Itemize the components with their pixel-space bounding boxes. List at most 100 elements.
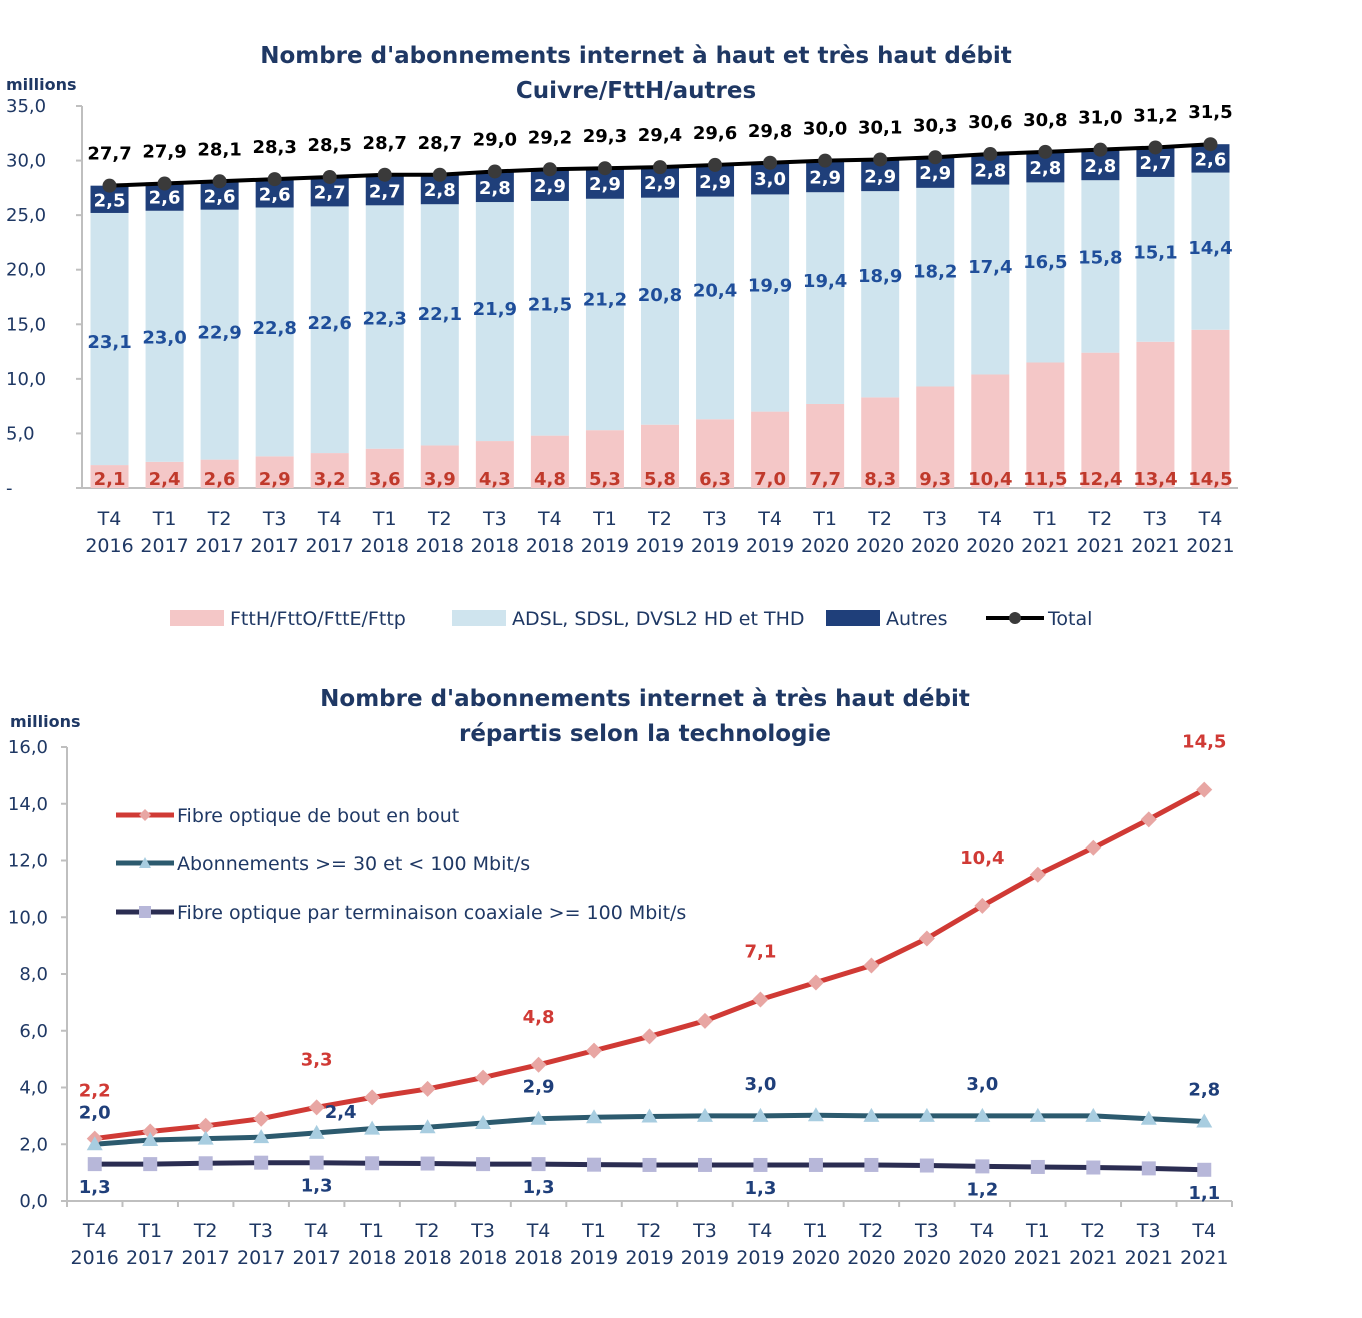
marker-fibre <box>807 974 824 991</box>
marker-fibre <box>419 1080 436 1097</box>
x-tick-quarter: T1 <box>1025 1220 1050 1242</box>
x-tick-year: 2016 <box>85 535 133 557</box>
label-fibre: 3,3 <box>301 1049 333 1070</box>
label-adsl: 18,9 <box>858 266 902 287</box>
label-autres: 2,9 <box>644 173 676 194</box>
label-30-100: 2,9 <box>523 1077 555 1098</box>
y-tick-label: 15,0 <box>6 314 46 335</box>
x-tick-quarter: T2 <box>427 508 452 530</box>
label-ftth: 2,6 <box>204 469 236 490</box>
y-tick-label: 4,0 <box>19 1078 48 1099</box>
bar-ftth <box>916 386 955 488</box>
x-tick-year: 2021 <box>1076 535 1124 557</box>
y-tick-label: 25,0 <box>6 205 46 226</box>
label-autres: 2,9 <box>699 172 731 193</box>
x-tick-year: 2021 <box>1125 1247 1173 1269</box>
legend-label: Abonnements >= 30 et < 100 Mbit/s <box>177 853 530 875</box>
bar-ftth <box>90 465 129 488</box>
label-total: 28,5 <box>308 135 352 156</box>
x-tick-quarter: T2 <box>1088 508 1113 530</box>
legend-marker <box>139 857 151 868</box>
x-tick-quarter: T2 <box>859 1220 884 1242</box>
label-total: 28,1 <box>197 139 241 160</box>
x-tick-quarter: T3 <box>922 508 947 530</box>
bar-adsl <box>971 184 1010 375</box>
chart-subtitle: Cuivre/FttH/autres <box>516 78 756 104</box>
x-tick-year: 2020 <box>958 1247 1006 1269</box>
marker-30-100 <box>641 1108 658 1123</box>
label-ftth: 4,3 <box>479 469 511 490</box>
label-adsl: 20,8 <box>638 285 682 306</box>
total-marker <box>653 160 667 175</box>
marker-fibre <box>253 1110 270 1127</box>
label-adsl: 21,9 <box>473 299 517 320</box>
series-markers <box>86 781 1213 1177</box>
bar-ftth <box>1136 341 1175 488</box>
total-marker <box>708 157 723 172</box>
marker-30-100 <box>475 1114 492 1129</box>
bar-adsl <box>90 212 129 466</box>
marker-coax <box>87 1157 102 1172</box>
marker-fibre <box>696 1012 713 1029</box>
bar-adsl <box>751 194 790 412</box>
bar-ftth <box>861 397 900 488</box>
x-tick-labels: T4 2016 T1 2017 T2 2017 T3 2017 T4 2017 T1 2018 T2 20… <box>71 1220 1229 1269</box>
legend-swatch-ftth <box>170 610 224 626</box>
label-ftth: 9,3 <box>919 469 951 490</box>
legend-label: Fibre optique de bout en bout <box>177 805 459 827</box>
marker-30-100 <box>419 1119 436 1134</box>
data-labels: 2,2 3,3 4,8 7,1 10,4 14,5 2,0 2,4 2,9 3,0 3,0 2,8 1,… <box>79 732 1227 1204</box>
label-fibre: 4,8 <box>523 1007 555 1028</box>
label-30-100: 2,8 <box>1188 1080 1220 1101</box>
x-tick-year: 2018 <box>403 1247 451 1269</box>
label-autres: 2,8 <box>1084 156 1116 177</box>
label-fibre: 2,2 <box>79 1081 111 1102</box>
bar-ftth <box>365 448 404 488</box>
label-30-100: 2,4 <box>325 1102 357 1123</box>
bar-ftth <box>585 430 624 488</box>
label-ftth: 8,3 <box>864 469 896 490</box>
legend-swatch-autres <box>826 610 880 626</box>
label-ftth: 7,0 <box>754 469 786 490</box>
x-tick-quarter: T4 <box>748 1220 773 1242</box>
total-marker <box>487 164 502 179</box>
label-autres: 3,0 <box>754 169 786 190</box>
x-tick-quarter: T1 <box>581 1220 606 1242</box>
bars <box>90 144 1230 488</box>
label-autres: 2,8 <box>424 180 456 201</box>
label-adsl: 22,8 <box>252 318 296 339</box>
label-adsl: 15,8 <box>1078 247 1122 268</box>
x-tick-year: 2017 <box>306 535 354 557</box>
marker-fibre <box>1029 866 1046 883</box>
marker-coax <box>919 1158 934 1173</box>
label-autres: 2,9 <box>589 174 621 195</box>
x-tick-year: 2020 <box>966 535 1014 557</box>
marker-30-100 <box>253 1129 270 1144</box>
marker-fibre <box>530 1056 547 1073</box>
bar-adsl <box>145 210 184 462</box>
label-total: 27,9 <box>142 141 186 162</box>
label-autres: 2,9 <box>864 166 896 187</box>
bar-ftth <box>1081 352 1120 488</box>
x-tick-year: 2017 <box>182 1247 230 1269</box>
x-tick-year: 2019 <box>681 1247 729 1269</box>
label-ftth: 6,3 <box>699 469 731 490</box>
label-autres: 2,6 <box>1195 149 1227 170</box>
bar-adsl <box>255 207 294 457</box>
x-tick-year: 2020 <box>856 535 904 557</box>
total-marker <box>1203 137 1218 152</box>
x-tick-quarter: T1 <box>137 1220 162 1242</box>
x-tick-quarter: T4 <box>970 1220 995 1242</box>
label-ftth: 3,9 <box>424 469 456 490</box>
marker-coax <box>531 1157 546 1172</box>
legend-marker-total <box>1009 612 1021 624</box>
x-tick-quarter: T4 <box>304 1220 329 1242</box>
marker-30-100 <box>1140 1110 1157 1125</box>
label-autres: 2,9 <box>919 163 951 184</box>
y-tick-label: 12,0 <box>8 851 48 872</box>
marker-coax <box>753 1157 768 1172</box>
x-tick-year: 2019 <box>570 1247 618 1269</box>
x-tick-quarter: T3 <box>470 1220 495 1242</box>
bar-ftth <box>1191 329 1230 488</box>
label-adsl: 22,6 <box>308 313 352 334</box>
